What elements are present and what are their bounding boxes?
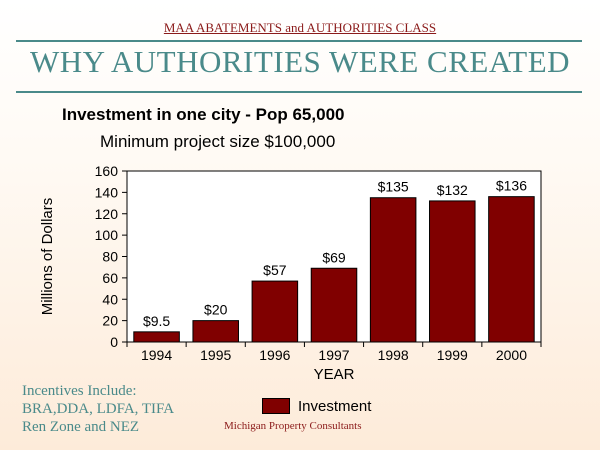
data-label: $136: [496, 178, 527, 194]
x-tick-label: 1998: [378, 347, 409, 363]
y-tick-label: 80: [102, 249, 118, 265]
x-tick-label: 1997: [318, 347, 349, 363]
y-tick-label: 20: [102, 313, 118, 329]
course-name: MAA ABATEMENTS and AUTHORITIES CLASS: [163, 20, 437, 35]
y-axis-title: Millions of Dollars: [39, 198, 56, 316]
incentives-note: Incentives Include: BRA,DDA, LDFA, TIFA …: [22, 382, 222, 436]
y-tick-label: 140: [95, 184, 119, 200]
bar: [369, 197, 417, 343]
y-tick-label: 0: [110, 334, 118, 350]
y-tick-label: 40: [102, 291, 118, 307]
bar: [429, 200, 476, 343]
incentives-line: Incentives Include:: [22, 383, 137, 399]
y-tick-label: 160: [95, 163, 119, 179]
x-tick-label: 1995: [200, 347, 231, 363]
y-tick-label: 100: [95, 227, 119, 243]
legend-label: Investment: [298, 397, 372, 415]
bar: [251, 280, 299, 343]
data-label: $9.5: [143, 313, 170, 329]
x-tick-label: 2000: [496, 347, 527, 363]
data-label: $57: [263, 262, 287, 278]
x-axis-title: YEAR: [314, 366, 355, 383]
legend-swatch: [262, 398, 290, 414]
bar: [133, 331, 180, 343]
bar: [488, 196, 535, 343]
slide-title: WHY AUTHORITIES WERE CREATED: [29, 44, 571, 79]
x-tick-label: 1996: [259, 347, 290, 363]
data-label: $135: [378, 179, 409, 195]
investment-chart: 0 20 40 60 80 100 120 140 160 $9.5 1994 $20 1995 $57 1…: [39, 163, 542, 383]
chart-legend: Investment: [262, 397, 371, 415]
x-tick-label: 1999: [437, 347, 468, 363]
chart-subheading: Minimum project size $100,000: [100, 132, 336, 151]
bottom-divider: [16, 91, 582, 93]
chart-heading: Investment in one city - Pop 65,000: [62, 105, 345, 124]
data-label: $20: [204, 302, 228, 318]
data-label: $132: [437, 182, 468, 198]
incentives-line: Ren Zone and NEZ: [22, 419, 140, 435]
y-tick-label: 60: [102, 270, 118, 286]
footer-credit: Michigan Property Consultants: [224, 420, 362, 432]
incentives-line: BRA,DDA, LDFA, TIFA: [22, 401, 175, 417]
bar: [192, 320, 239, 343]
bar: [310, 267, 358, 343]
top-divider: [16, 40, 582, 42]
data-label: $69: [322, 249, 346, 265]
x-tick-label: 1994: [141, 347, 172, 363]
y-tick-label: 120: [95, 206, 119, 222]
